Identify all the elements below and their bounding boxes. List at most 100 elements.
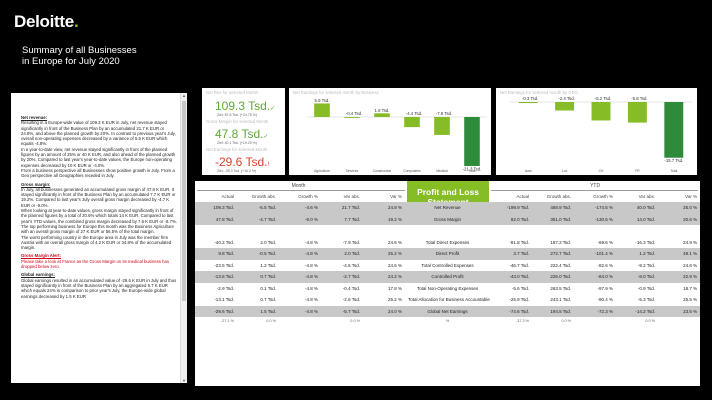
table-row[interactable]: -13.6 Tsd. 0.7 Tsd. -4.8 % -2.7 Tsd. 24.2 % C… [195, 271, 701, 283]
table-row[interactable]: 109.3 Tsd. -5.5 Tsd. -4.6 % 21.7 Tsd. 24.8 %… [195, 202, 701, 214]
ytd-cell: 20.6 % [658, 213, 701, 225]
commentary-heading: Global earnings: [21, 272, 55, 278]
row-label: Global Net Earnings [405, 305, 491, 317]
ytd-cell: -14.2 Tsd. [616, 305, 659, 317]
bar-ch[interactable] [591, 102, 611, 121]
bar-construction[interactable] [374, 113, 390, 117]
scroll-up-arrow-icon[interactable]: ▲ [182, 93, 186, 98]
table-row[interactable]: -2.9 Tsd. 0.1 Tsd. -4.8 % -0.4 Tsd. 17.8 % To… [195, 283, 700, 295]
month-cell: -0.5 Tsd. [237, 248, 279, 260]
row-label: Total Direct Expenses [425, 239, 470, 245]
table-row[interactable]: -40.2 Tsd. 2.0 Tsd. -4.8 % -7.9 Tsd. 24.6 % T… [195, 237, 700, 249]
ytd-cell: 194.5 Tsd. [532, 305, 575, 317]
month-cell: -4.8 % [304, 262, 318, 268]
month-cell: 25.2 % [363, 248, 406, 260]
subtitle-line-2: in Europe for July 2020 [22, 56, 120, 67]
month-cell: 24.8 % [363, 202, 406, 214]
month-cell: -7.9 Tsd. [342, 239, 360, 245]
month-cell: -4.7 Tsd. [237, 213, 279, 225]
month-cell: 109.3 Tsd. [195, 202, 237, 214]
commentary-scrollbar[interactable]: ▲ ▼ [180, 93, 187, 383]
month-footer-cell [279, 317, 321, 325]
data-label: 5.9 Tsd. [315, 98, 330, 103]
bar-agriculture[interactable] [314, 103, 330, 117]
month-cell: -4.8 % [304, 239, 318, 245]
month-cell: -4.8 % [279, 305, 321, 317]
bar-composites[interactable] [404, 117, 420, 128]
ytd-footer-cell [574, 317, 616, 325]
ytd-cell: 24.6 % [683, 262, 698, 268]
data-label: -5.8 Tsd. [631, 96, 647, 101]
ytd-cell: -84.0 % [574, 271, 617, 283]
kpi-net-earnings-value: -29.6 Tsd.! [215, 155, 270, 169]
table-row[interactable]: -29.6 Tsd. 1.5 Tsd. -4.8 % -5.7 Tsd. 24.0 % G… [195, 305, 701, 317]
category-label: FR [635, 169, 640, 173]
commentary-panel: Net revenue: Resulting in a Europe-wide v… [11, 93, 187, 383]
alert-icon: ! [267, 162, 270, 168]
commentary-paragraph: Please take a look at France as the Gros… [21, 258, 170, 270]
bar-total[interactable] [464, 117, 480, 166]
bar-aust[interactable] [518, 102, 538, 104]
commentary-paragraph: When looking at year-to-date values, gro… [21, 208, 177, 224]
month-footer-cell [363, 317, 405, 325]
bar-services[interactable] [344, 117, 360, 118]
commentary-paragraph: Resulting in a Europe-wide value of 109.… [21, 120, 176, 147]
month-cell: -4.6 Tsd. [342, 262, 360, 268]
month-cell: -29.6 Tsd. [195, 305, 237, 317]
category-label: Aust [525, 169, 532, 173]
table-row[interactable]: -23.5 Tsd. 1.2 Tsd. -4.8 % -4.6 Tsd. 24.6 % T… [195, 260, 700, 272]
commentary-paragraph: From a business perspective all Business… [21, 167, 175, 179]
data-label: -15.7 Tsd. [664, 158, 683, 163]
month-footer-cell: 0.0 % [350, 319, 360, 323]
ytd-cell: -130.5 % [574, 213, 617, 225]
category-label: Construction [373, 169, 392, 173]
table-row[interactable]: -13.1 Tsd. 0.7 Tsd. -4.8 % -2.6 Tsd. 25.2 % T… [195, 294, 700, 306]
month-cell [237, 225, 279, 237]
ytd-cell [490, 225, 532, 237]
chart-title: Net Earnings for selected month by Busin… [293, 90, 379, 95]
column-header: Growth abs. [546, 193, 572, 199]
month-cell: 2.0 Tsd. [260, 239, 276, 245]
kpi-panel: Net Rev for selected Month 109.3 Tsd.✓ Z… [202, 88, 285, 175]
commentary-heading: Net revenue: [21, 115, 48, 120]
ytd-footer-cell: 0.0 % [561, 319, 572, 323]
scroll-down-arrow-icon[interactable]: ▼ [182, 378, 186, 383]
table-row[interactable]: 47.8 Tsd. -4.7 Tsd. -9.0 % 7.7 Tsd. 19.2 % Gr… [195, 213, 701, 225]
table-row[interactable] [195, 225, 700, 237]
check-icon: ✓ [270, 106, 276, 112]
data-label: 1.6 Tsd. [375, 108, 390, 113]
ytd-cell: -72.3 % [574, 305, 617, 317]
month-cell: 25.2 % [388, 297, 403, 303]
ytd-cell: 23.5 % [658, 305, 701, 317]
pl-title-line-1: Profit and Loss [417, 187, 479, 197]
category-label: CH [599, 169, 604, 173]
month-cell: 7.7 Tsd. [321, 213, 363, 225]
ytd-cell: 22.9 % [658, 271, 701, 283]
data-label: -5.2 Tsd. [595, 96, 611, 101]
kpi-net-earnings-target: Ziel: -35.3 Tsd. (+16.2 %) [217, 169, 257, 173]
ytd-cell [574, 225, 616, 237]
ytd-cell: 226.0 Tsd. [532, 271, 575, 283]
month-cell: 24.6 % [388, 262, 403, 268]
month-cell [279, 225, 321, 237]
row-label [405, 225, 490, 237]
ytd-cell: 25.5 % [683, 297, 698, 303]
category-label: Agriculture [314, 169, 330, 173]
data-label: -4.4 Tsd. [406, 111, 422, 116]
bar-lux[interactable] [555, 102, 575, 111]
month-cell: -4.8 % [304, 297, 318, 303]
month-cell: 24.0 % [363, 305, 406, 317]
bar-medical[interactable] [434, 117, 450, 135]
month-cell: 0.7 Tsd. [237, 271, 279, 283]
ytd-cell: 222.4 Tsd. [550, 262, 572, 268]
scrollbar-thumb[interactable] [182, 101, 186, 301]
ytd-cell [532, 225, 574, 237]
business-earnings-chart: 5.9 Tsd. Agriculture -0.4 Tsd. Services 1.6 … [307, 98, 487, 173]
kpi-gross-margin-target: Ziel: 40.1 Tsd. (+19.20 %) [217, 141, 257, 145]
ytd-cell [658, 225, 700, 237]
table-row[interactable]: 9.8 Tsd. -0.5 Tsd. -4.8 % 2.0 Tsd. 25.2 % Dir… [195, 248, 701, 260]
commentary-paragraph: The worst performing country in the Euro… [21, 234, 172, 251]
bar-fr[interactable] [627, 102, 647, 123]
column-header: Var % [685, 193, 698, 199]
bar-total[interactable] [664, 102, 684, 158]
